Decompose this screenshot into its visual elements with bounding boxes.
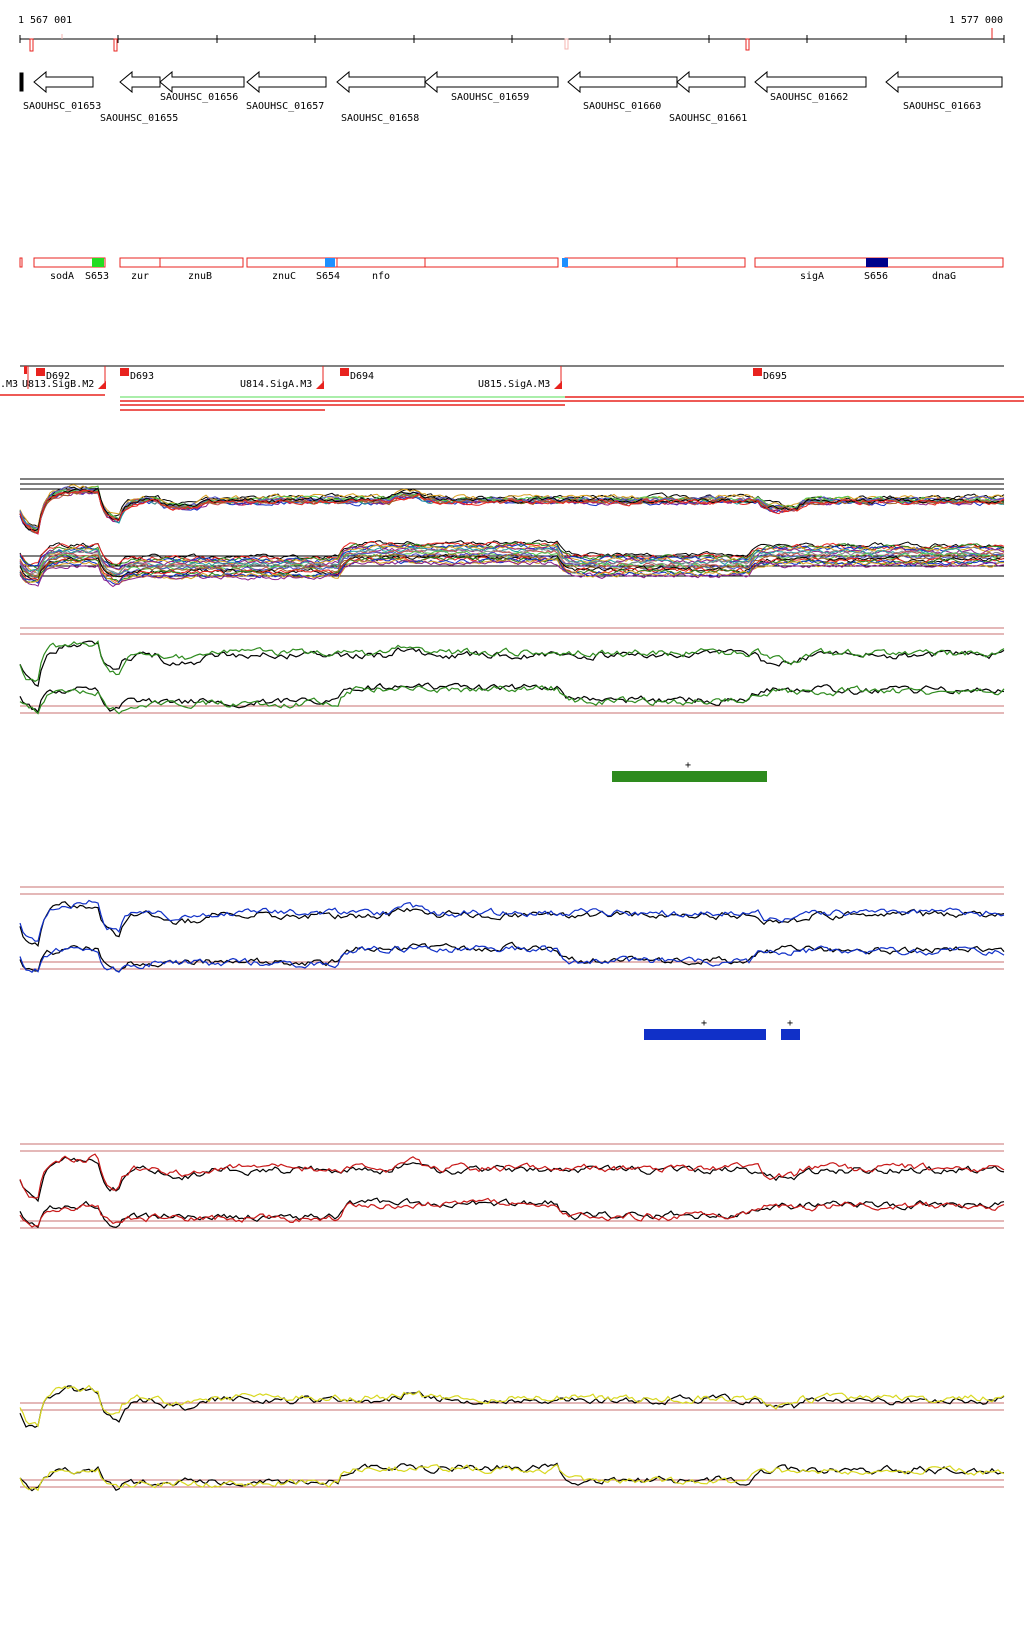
gene-label: SAOUHSC_01659: [451, 92, 529, 103]
expression-trace: [19, 489, 1005, 533]
feature-label: .M3: [0, 379, 18, 390]
green-condition-panel: +: [19, 627, 1005, 782]
blue-condition-panel: + +: [19, 886, 1005, 1040]
operon-label: S654: [316, 271, 340, 282]
expression-trace: [19, 640, 1005, 683]
operon-label: S653: [85, 271, 109, 282]
operon-label: sigA: [800, 271, 824, 282]
ruler-start-label: 1 567 001: [18, 15, 72, 26]
operon-label: S656: [864, 271, 888, 282]
red-condition-panel: [19, 1143, 1005, 1229]
gene-arrow-SAOUHSC_01662[interactable]: [754, 70, 867, 94]
gene-arrow-SAOUHSC_01655[interactable]: [119, 70, 161, 94]
operon-segment[interactable]: [246, 257, 559, 268]
feature-marker[interactable]: [120, 368, 129, 376]
expression-trace: [19, 550, 1005, 578]
gene-label: SAOUHSC_01657: [246, 101, 324, 112]
expression-trace: [19, 640, 1005, 687]
blue-segment-bar[interactable]: [644, 1029, 766, 1040]
expression-trace: [19, 682, 1005, 714]
expression-trace: [19, 542, 1004, 570]
expression-trace: [19, 1197, 1005, 1228]
expression-trace: [19, 1384, 1005, 1428]
operon-segment[interactable]: [564, 257, 746, 268]
gene-track: [19, 70, 1003, 94]
expression-trace: [19, 489, 1005, 535]
expression-trace: [19, 485, 1004, 532]
gene-label: SAOUHSC_01653: [23, 101, 101, 112]
operon-track: sodA S653 zur znuB znuC S654 nfo sigA S6…: [19, 257, 1004, 282]
gene-label: SAOUHSC_01655: [100, 113, 178, 124]
feature-label: U814.SigA.M3: [240, 379, 312, 390]
expression-trace: [19, 1385, 1005, 1428]
expression-trace: [19, 899, 1005, 942]
gene-label: SAOUHSC_01660: [583, 101, 661, 112]
expression-trace: [19, 559, 1005, 588]
coordinate-ruler: 1 567 001 1 577 000: [18, 15, 1005, 52]
gene-arrow-SAOUHSC_01653[interactable]: [33, 70, 94, 94]
gene-label: SAOUHSC_01663: [903, 101, 981, 112]
feature-label: U815.SigA.M3: [478, 379, 550, 390]
expression-overview-panel: [19, 478, 1005, 588]
feature-marker[interactable]: [753, 368, 762, 376]
ruler-end-label: 1 577 000: [949, 15, 1003, 26]
gene-arrow-SAOUHSC_01663[interactable]: [885, 70, 1003, 94]
operon-label: dnaG: [932, 271, 956, 282]
green-segment-bar[interactable]: [612, 771, 767, 782]
feature-marker[interactable]: [340, 368, 349, 376]
segment-mark: +: [685, 760, 691, 771]
feature-label: D695: [763, 371, 787, 382]
gene-arrow-SAOUHSC_01659[interactable]: [424, 70, 559, 94]
feature-label: D694: [350, 371, 374, 382]
feature-label: U813.SigB.M2: [22, 379, 94, 390]
expression-trace: [19, 551, 1005, 579]
expression-trace: [19, 489, 1005, 534]
expression-trace: [19, 553, 1005, 578]
operon-label: znuC: [272, 271, 296, 282]
gene-label: SAOUHSC_01662: [770, 92, 848, 103]
expression-trace: [19, 944, 1005, 973]
operon-label: zur: [131, 271, 149, 282]
gene-arrow-SAOUHSC_01656[interactable]: [159, 70, 245, 94]
operon-segment[interactable]: [119, 257, 244, 268]
feature-label: D692: [46, 371, 70, 382]
gene-label: SAOUHSC_01656: [160, 92, 238, 103]
blue-segment-bar[interactable]: [781, 1029, 800, 1040]
expression-trace: [19, 1153, 1005, 1199]
expression-trace: [19, 901, 1005, 947]
expression-trace: [19, 546, 1005, 575]
gene-label: SAOUHSC_01661: [669, 113, 747, 124]
expression-trace: [19, 557, 1004, 586]
gene-label: SAOUHSC_01658: [341, 113, 419, 124]
feature-track: D692 D693 D694 D695 .M3 U813.SigB.M2 U81…: [0, 365, 1024, 411]
operon-label: znuB: [188, 271, 212, 282]
gene-arrow-SAOUHSC_01661[interactable]: [676, 70, 746, 94]
gene-arrow-SAOUHSC_01657[interactable]: [246, 70, 327, 94]
expression-trace: [19, 1463, 1005, 1492]
segment-mark: +: [701, 1018, 707, 1029]
gene-arrow-SAOUHSC_01658[interactable]: [336, 70, 426, 94]
segment-mark: +: [787, 1018, 793, 1029]
expression-trace: [19, 1156, 1005, 1203]
expression-trace: [19, 544, 1005, 570]
yellow-condition-panel: [19, 1384, 1005, 1492]
expression-trace: [19, 488, 1005, 531]
expression-trace: [19, 1462, 1004, 1492]
feature-label: D693: [130, 371, 154, 382]
operon-segment[interactable]: [33, 257, 106, 268]
gene-labels: SAOUHSC_01653 SAOUHSC_01655 SAOUHSC_0165…: [23, 92, 981, 124]
expression-trace: [19, 488, 1005, 532]
expression-trace: [19, 549, 1005, 577]
expression-trace: [19, 685, 1005, 715]
expression-trace: [19, 548, 1005, 575]
gene-arrow-SAOUHSC_01660[interactable]: [567, 70, 678, 94]
feature-marker[interactable]: [36, 368, 45, 376]
expression-trace: [19, 487, 1005, 532]
operon-label: nfo: [372, 271, 390, 282]
operon-label: sodA: [50, 271, 74, 282]
